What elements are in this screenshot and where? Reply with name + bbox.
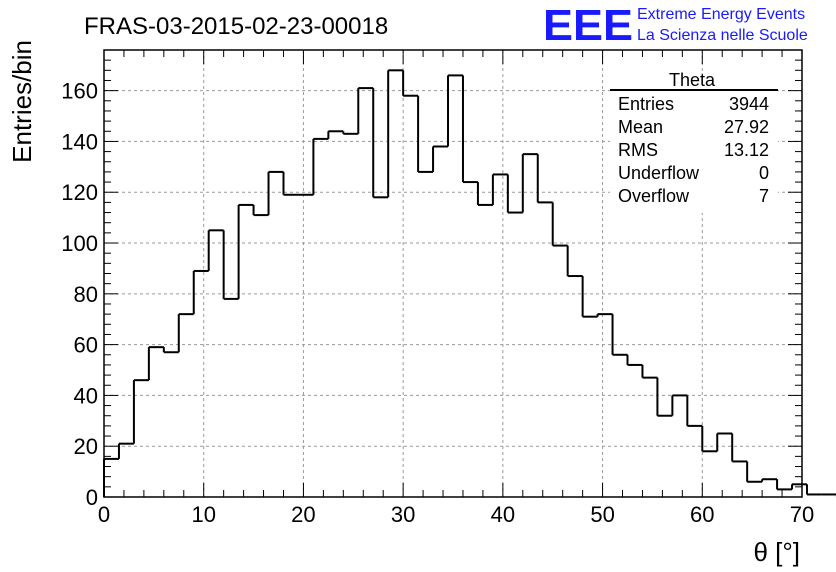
x-tick-label: 20: [291, 502, 315, 527]
y-tick-label: 80: [74, 282, 98, 307]
stats-row-value: 0: [759, 163, 769, 183]
y-tick-label: 20: [74, 434, 98, 459]
eee-logo: EEE: [543, 1, 633, 50]
chart-title: FRAS-03-2015-02-23-00018: [84, 13, 388, 40]
y-tick-label: 60: [74, 333, 98, 358]
y-tick-label: 120: [61, 180, 98, 205]
x-tick-label: 50: [590, 502, 614, 527]
y-tick-label: 100: [61, 231, 98, 256]
x-tick-label: 40: [491, 502, 515, 527]
y-tick-label: 160: [61, 79, 98, 104]
x-axis-label: θ [°]: [753, 537, 800, 567]
x-tick-label: 0: [98, 502, 110, 527]
stats-row-label: RMS: [618, 140, 658, 160]
y-tick-label: 0: [86, 485, 98, 510]
stats-row-value: 27.92: [724, 117, 769, 137]
stats-title: Theta: [669, 70, 716, 90]
stats-row-value: 13.12: [724, 140, 769, 160]
stats-row-label: Underflow: [618, 163, 700, 183]
logo-line-2: La Scienza nelle Scuole: [637, 27, 808, 44]
stats-row-value: 7: [759, 186, 769, 206]
x-tick-label: 10: [191, 502, 215, 527]
y-tick-label: 40: [74, 383, 98, 408]
stats-box-background: [610, 73, 778, 213]
x-tick-label: 70: [790, 502, 814, 527]
stats-rows: Entries 3944 Mean 27.92 RMS 13.12 Underflow 0 Ov…: [618, 94, 769, 206]
x-tick-label: 30: [391, 502, 415, 527]
histogram-series: [103, 69, 836, 497]
stats-row-label: Entries: [618, 94, 674, 114]
y-axis-label: Entries/bin: [7, 40, 37, 163]
stats-box: Theta Entries 3944 Mean 27.92 RMS 13.12 Underf…: [610, 70, 778, 213]
logo-line-1: Extreme Energy Events: [637, 6, 805, 23]
stats-row-label: Mean: [618, 117, 663, 137]
y-tick-label: 140: [61, 129, 98, 154]
x-tick-label: 60: [690, 502, 714, 527]
stats-row-label: Overflow: [618, 186, 690, 206]
stats-row-value: 3944: [729, 94, 769, 114]
